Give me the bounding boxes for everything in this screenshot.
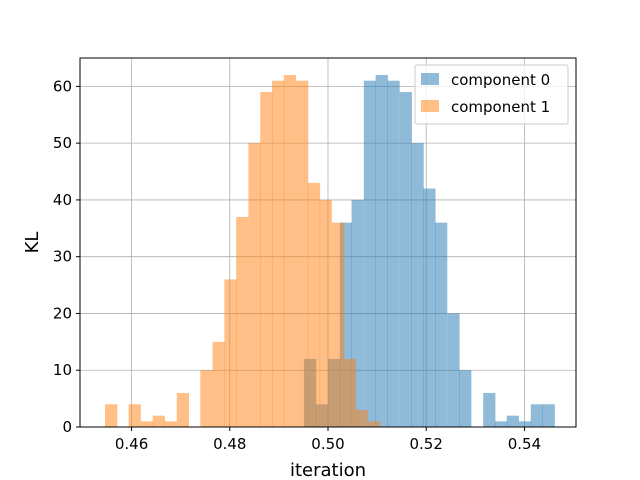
bar-series-0 [459, 370, 472, 427]
bar-series-0 [387, 80, 400, 427]
bar-series-0 [530, 404, 544, 427]
bar-series-0 [494, 421, 508, 427]
x-tick-label: 0.52 [410, 435, 443, 453]
bar-series-0 [411, 143, 424, 427]
y-tick-label: 50 [53, 134, 72, 152]
bar-series-1 [224, 279, 237, 427]
y-tick-label: 0 [62, 418, 72, 436]
bar-series-1 [200, 370, 213, 427]
y-tick-label: 60 [53, 77, 72, 95]
histogram-bars [105, 75, 555, 428]
y-tick-label: 20 [53, 304, 72, 322]
bar-series-0 [399, 92, 412, 428]
bar-series-1 [152, 415, 165, 427]
x-axis-label: iteration [290, 460, 366, 480]
x-tick-label: 0.54 [508, 435, 541, 453]
bar-series-1 [212, 341, 225, 427]
y-tick-label: 30 [53, 248, 72, 266]
bar-series-1 [355, 409, 368, 427]
bar-series-0 [483, 392, 496, 427]
bar-series-1 [260, 92, 273, 428]
legend-box [414, 64, 569, 125]
x-tick-label: 0.48 [213, 435, 246, 453]
bar-series-0 [435, 222, 448, 427]
y-tick-label: 40 [53, 191, 72, 209]
legend-label: component 0 [451, 71, 550, 89]
y-axis-label: KL [22, 232, 43, 254]
x-tick-label: 0.50 [311, 435, 344, 453]
legend-label: component 1 [451, 98, 550, 116]
bar-series-1 [343, 358, 356, 427]
bar-series-1 [319, 199, 332, 427]
bar-series-1 [283, 75, 297, 428]
bar-series-0 [519, 421, 532, 427]
bar-series-1 [367, 421, 381, 427]
bar-series-0 [363, 80, 377, 427]
bar-series-1 [176, 392, 189, 427]
bar-series-0 [542, 404, 555, 427]
bar-series-0 [506, 415, 519, 427]
bar-series-1 [331, 222, 345, 427]
bar-series-0 [375, 75, 388, 428]
bar-series-1 [236, 216, 249, 427]
legend: component 0 component 1 [414, 64, 569, 125]
legend-swatch [421, 73, 439, 85]
bar-series-1 [128, 404, 141, 427]
x-axis-ticks: 0.46 0.48 0.50 0.52 0.54 [115, 427, 541, 453]
x-tick-label: 0.46 [115, 435, 148, 453]
bar-series-0 [423, 188, 436, 427]
bar-series-0 [447, 313, 460, 427]
bar-series-1 [140, 421, 154, 427]
y-tick-label: 10 [53, 361, 72, 379]
y-axis-ticks: 0 10 20 30 40 50 60 [53, 77, 80, 436]
bar-series-1 [272, 80, 285, 427]
bar-series-1 [307, 182, 321, 427]
bar-series-1 [248, 143, 261, 427]
bar-series-1 [164, 421, 177, 427]
legend-swatch [421, 100, 439, 112]
bar-series-1 [105, 404, 118, 427]
bar-series-1 [296, 80, 309, 427]
